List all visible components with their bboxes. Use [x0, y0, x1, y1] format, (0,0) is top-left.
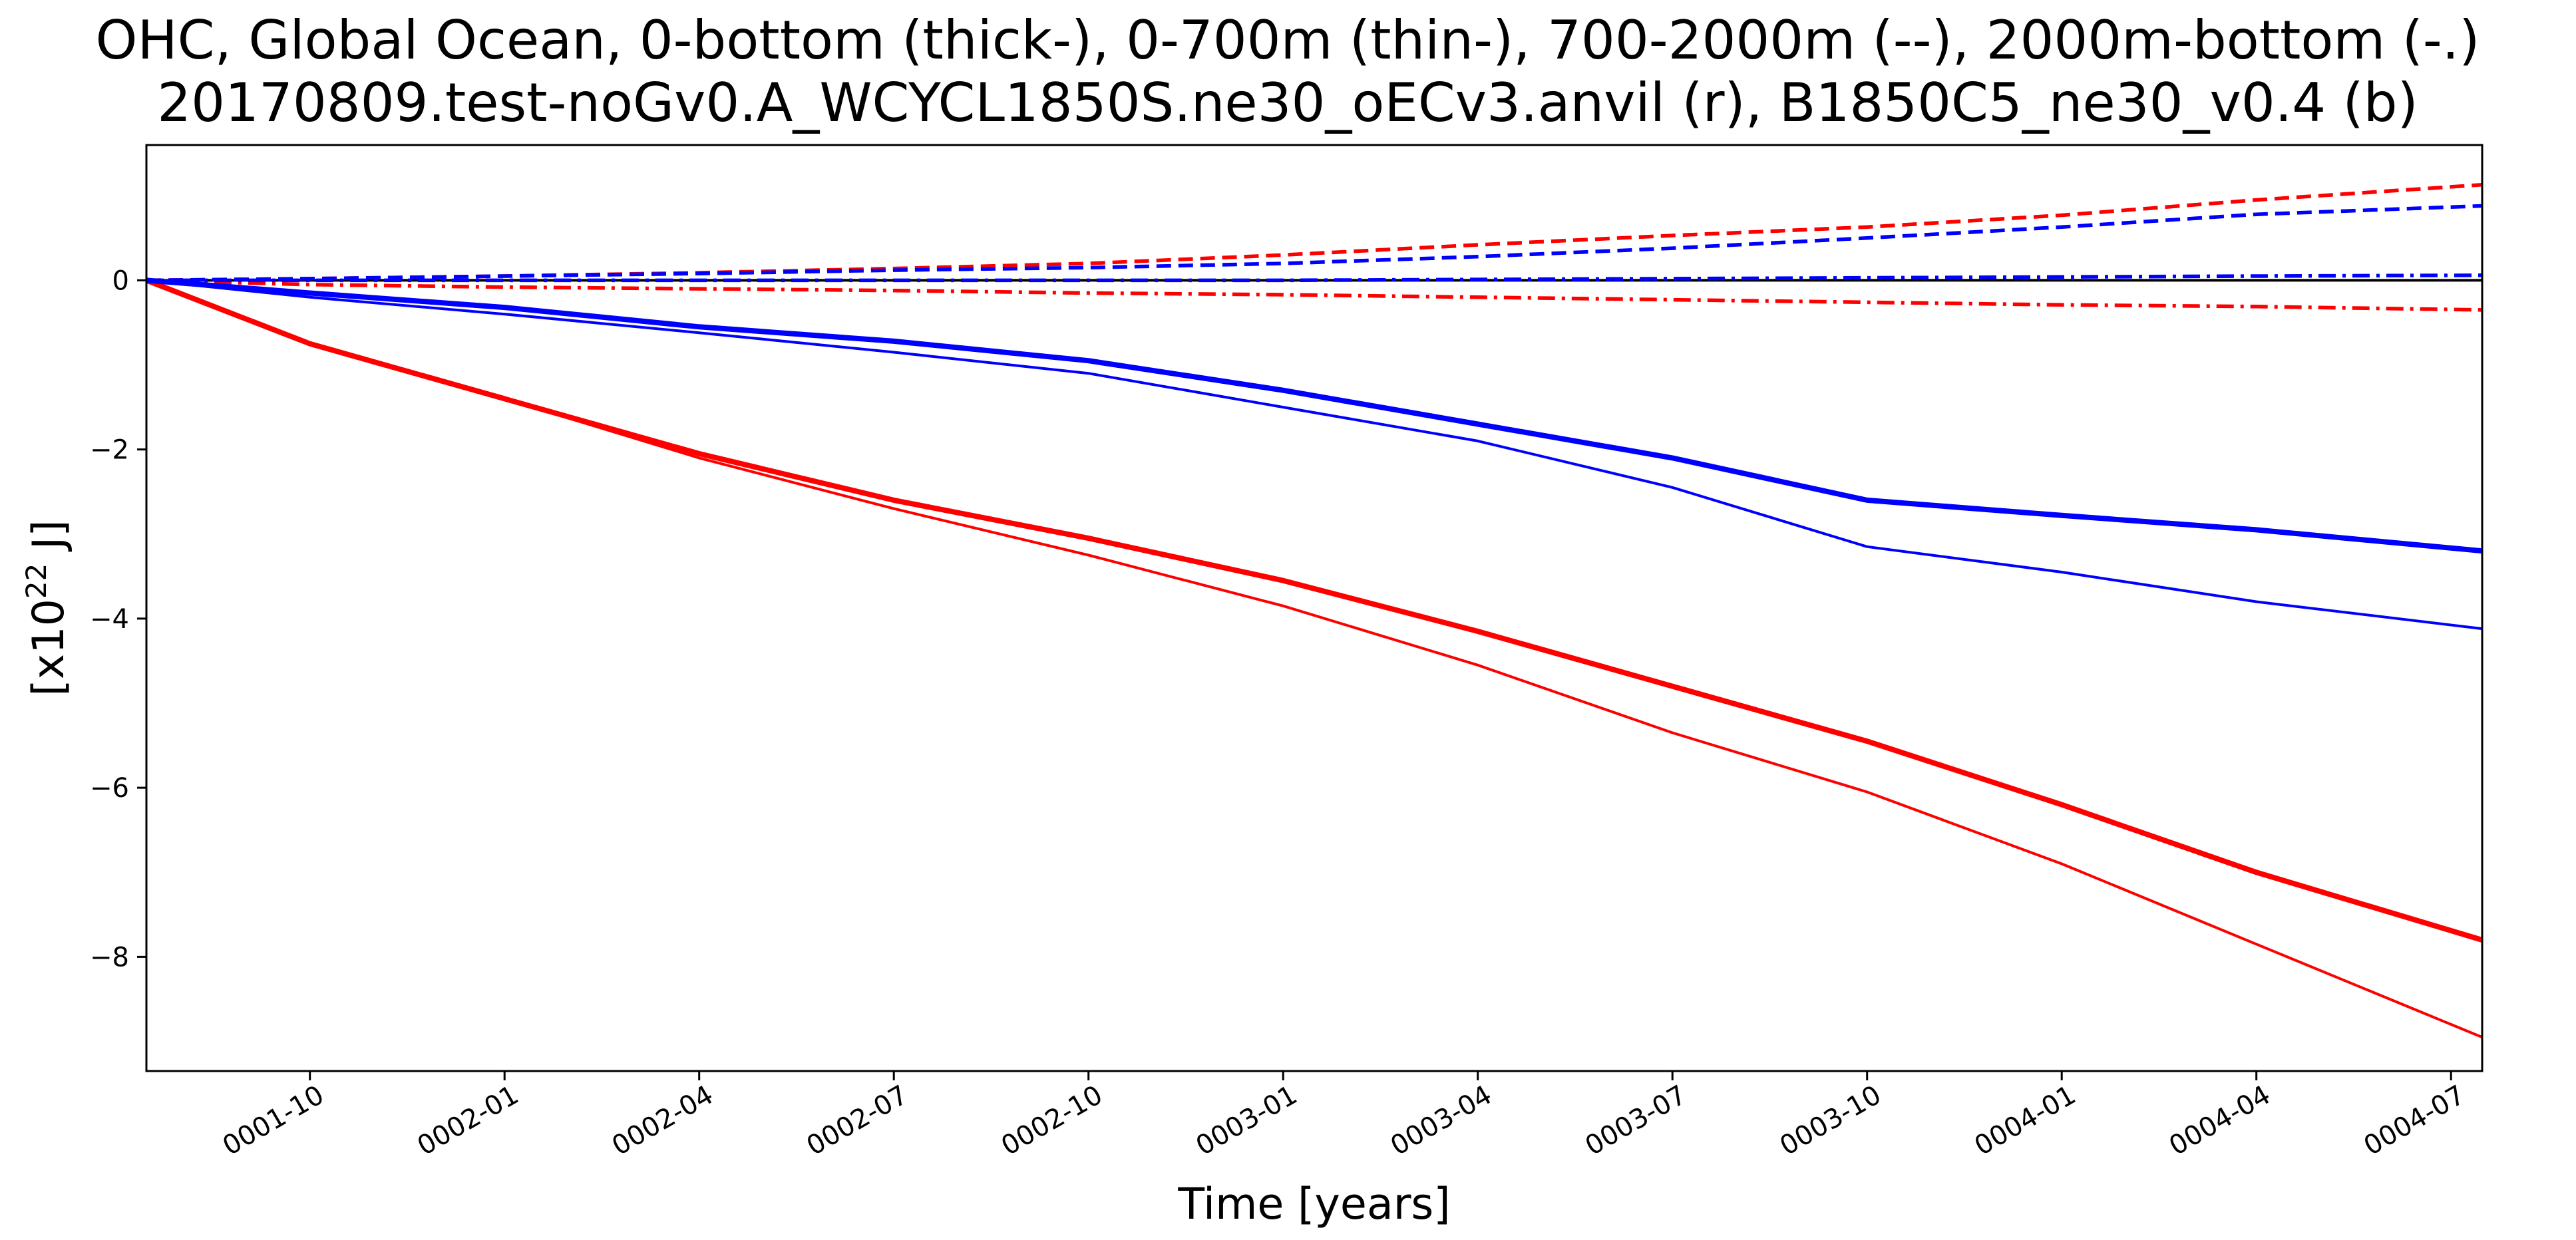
- x-tick-label: 0003-04: [1385, 1080, 1497, 1162]
- y-axis-label: [x1022 J]: [20, 520, 74, 696]
- plot-area: [145, 144, 2484, 1072]
- series-line-red-dashdot: [146, 278, 2483, 312]
- x-tick-label: 0004-07: [2358, 1080, 2470, 1162]
- y-tick-label: −2: [90, 435, 129, 466]
- x-tick-label: 0004-04: [2164, 1080, 2276, 1162]
- x-axis-label: Time [years]: [1177, 1179, 1450, 1229]
- x-tick-label: 0003-07: [1580, 1080, 1692, 1162]
- series-layer: [145, 182, 2484, 1039]
- series-line-blue-thin-solid: [146, 279, 2483, 631]
- y-axis: 0 −2 −4 −6 −8: [90, 265, 146, 973]
- x-tick-label: 0002-04: [607, 1080, 719, 1162]
- chart-title-line-2: 20170809.test-noGv0.A_WCYCL1850S.ne30_oE…: [157, 72, 2418, 134]
- y-tick-label: 0: [112, 265, 129, 296]
- x-tick-label: 0002-01: [412, 1080, 524, 1162]
- x-tick-label: 0002-07: [801, 1080, 913, 1162]
- y-axis-label-base: [x10: [24, 599, 74, 697]
- series-line-red-thin-solid: [146, 279, 2483, 1039]
- x-axis: 0001-10 0002-01 0002-04 0002-07 0002-10 0003-…: [218, 1071, 2470, 1162]
- series-line-blue-dashed: [146, 204, 2483, 283]
- x-tick-label: 0001-10: [218, 1080, 329, 1162]
- y-axis-label-exponent: 22: [20, 563, 53, 599]
- series-line-red-dashed: [146, 182, 2483, 283]
- series-line-blue-dashdot: [146, 273, 2483, 283]
- x-tick-label: 0003-10: [1775, 1080, 1887, 1162]
- x-tick-label: 0004-01: [1969, 1080, 2081, 1162]
- plot-frame: [145, 144, 2484, 1072]
- chart-title-line-1: OHC, Global Ocean, 0-bottom (thick-), 0-…: [96, 9, 2480, 71]
- y-tick-label: −8: [90, 942, 129, 973]
- y-tick-label: −4: [90, 604, 129, 635]
- series-line-red-thick-solid: [145, 277, 2484, 943]
- y-axis-label-unit: J]: [24, 520, 74, 563]
- x-tick-label: 0002-10: [996, 1080, 1108, 1162]
- x-tick-label: 0003-01: [1191, 1080, 1302, 1162]
- y-tick-label: −6: [90, 773, 129, 804]
- series-line-blue-thick-solid: [146, 277, 2483, 554]
